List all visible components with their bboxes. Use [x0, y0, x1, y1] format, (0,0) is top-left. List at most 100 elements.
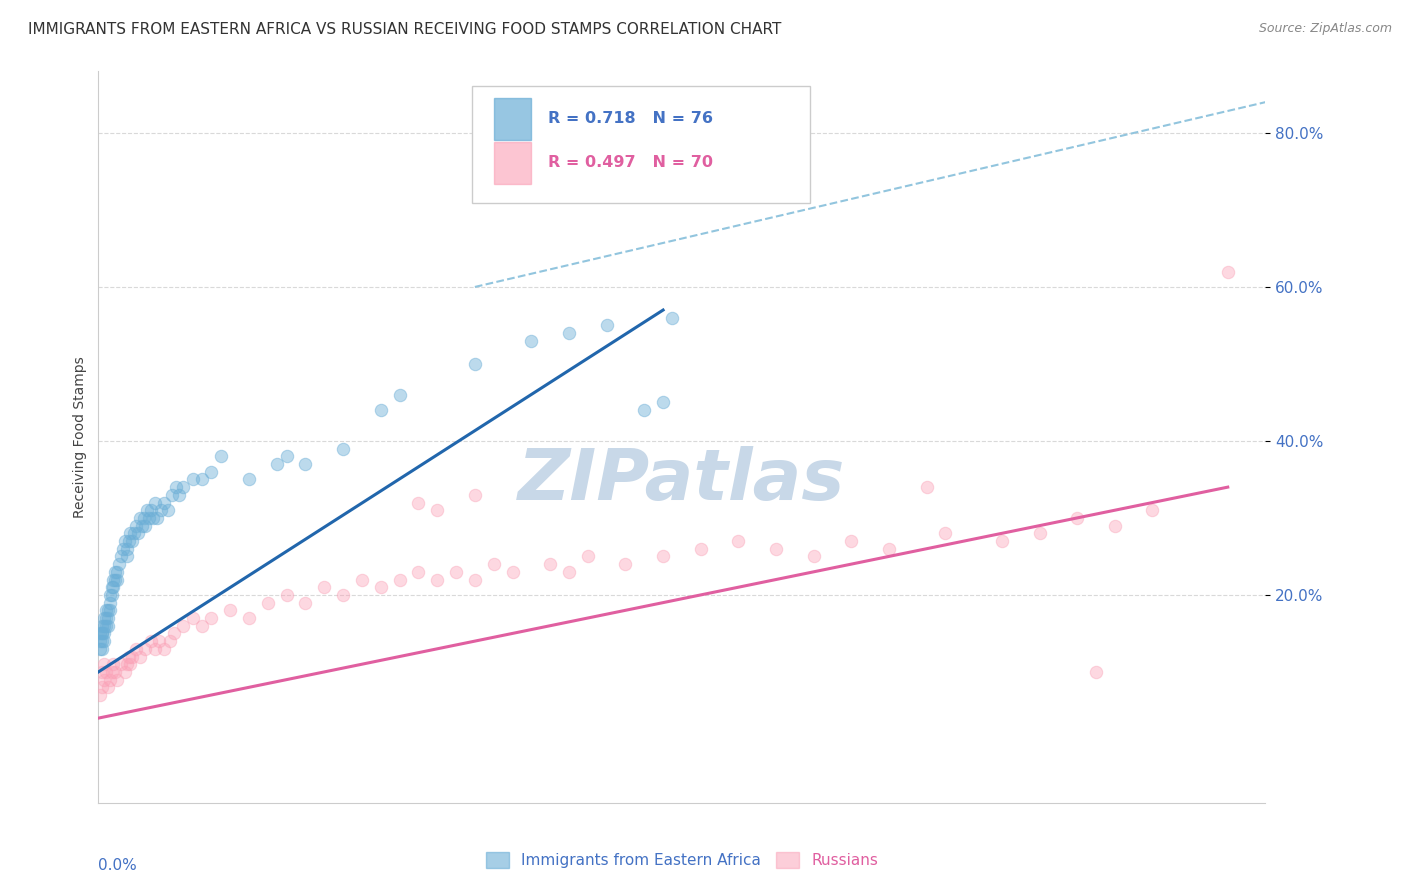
- Point: [94, 611, 117, 625]
- Point: [105, 673, 128, 687]
- Point: [91, 626, 114, 640]
- Point: [104, 665, 127, 679]
- Point: [91, 634, 114, 648]
- Point: [93, 657, 115, 672]
- Point: [136, 503, 159, 517]
- Point: [100, 665, 122, 679]
- Point: [93, 611, 115, 625]
- Point: [1085, 665, 1108, 679]
- Point: [125, 641, 148, 656]
- Point: [661, 310, 683, 325]
- Point: [200, 611, 222, 625]
- Point: [148, 634, 170, 648]
- Point: [426, 503, 449, 517]
- Point: [181, 472, 204, 486]
- Y-axis label: Receiving Food Stamps: Receiving Food Stamps: [73, 356, 87, 518]
- Point: [139, 634, 162, 648]
- Point: [89, 626, 111, 640]
- Text: 0.0%: 0.0%: [98, 858, 138, 872]
- Point: [97, 603, 120, 617]
- Point: [115, 657, 138, 672]
- Point: [332, 588, 354, 602]
- Point: [100, 588, 122, 602]
- Point: [153, 495, 176, 509]
- Point: [388, 388, 411, 402]
- Point: [89, 688, 111, 702]
- Point: [839, 534, 862, 549]
- Point: [104, 565, 127, 579]
- Text: R = 0.497   N = 70: R = 0.497 N = 70: [548, 155, 713, 170]
- Point: [181, 611, 204, 625]
- Point: [169, 488, 191, 502]
- Point: [464, 357, 486, 371]
- FancyBboxPatch shape: [494, 98, 531, 140]
- Point: [877, 541, 900, 556]
- Point: [121, 649, 143, 664]
- Point: [94, 603, 117, 617]
- Point: [128, 511, 150, 525]
- Point: [200, 465, 222, 479]
- Point: [108, 557, 131, 571]
- Point: [142, 511, 165, 525]
- Point: [128, 649, 150, 664]
- Point: [132, 511, 155, 525]
- Point: [115, 549, 138, 564]
- Point: [143, 495, 166, 509]
- Point: [125, 518, 148, 533]
- Point: [93, 618, 115, 632]
- Point: [276, 450, 298, 464]
- Text: Source: ZipAtlas.com: Source: ZipAtlas.com: [1258, 22, 1392, 36]
- Point: [538, 557, 561, 571]
- Point: [117, 649, 139, 664]
- Point: [1028, 526, 1050, 541]
- Legend: Immigrants from Eastern Africa, Russians: Immigrants from Eastern Africa, Russians: [485, 853, 879, 868]
- Point: [652, 395, 675, 409]
- Point: [122, 526, 145, 541]
- Point: [159, 634, 181, 648]
- Point: [595, 318, 617, 333]
- Point: [652, 549, 675, 564]
- Point: [1104, 518, 1126, 533]
- Point: [191, 618, 214, 632]
- Point: [727, 534, 749, 549]
- Point: [114, 665, 136, 679]
- Point: [89, 641, 111, 656]
- FancyBboxPatch shape: [472, 86, 810, 203]
- Point: [464, 573, 486, 587]
- Point: [803, 549, 825, 564]
- Point: [93, 626, 115, 640]
- Point: [103, 573, 125, 587]
- Point: [256, 596, 278, 610]
- Point: [149, 503, 172, 517]
- Point: [91, 626, 114, 640]
- Point: [98, 603, 121, 617]
- Point: [444, 565, 467, 579]
- Point: [105, 565, 128, 579]
- Point: [464, 488, 486, 502]
- Point: [153, 641, 176, 656]
- Point: [915, 480, 938, 494]
- Point: [91, 641, 114, 656]
- Point: [143, 641, 166, 656]
- Point: [294, 596, 316, 610]
- Point: [350, 573, 373, 587]
- Point: [111, 541, 134, 556]
- Point: [120, 526, 142, 541]
- Point: [93, 634, 115, 648]
- Point: [89, 634, 111, 648]
- Point: [934, 526, 956, 541]
- Point: [191, 472, 214, 486]
- Point: [238, 611, 260, 625]
- Point: [98, 588, 121, 602]
- Point: [689, 541, 711, 556]
- Text: R = 0.718   N = 76: R = 0.718 N = 76: [548, 112, 713, 127]
- Point: [134, 641, 156, 656]
- Text: ZIPatlas: ZIPatlas: [519, 447, 845, 516]
- Point: [114, 534, 136, 549]
- Point: [110, 657, 132, 672]
- Point: [146, 511, 169, 525]
- Point: [172, 618, 194, 632]
- Point: [370, 403, 392, 417]
- Point: [91, 681, 114, 695]
- Point: [97, 681, 120, 695]
